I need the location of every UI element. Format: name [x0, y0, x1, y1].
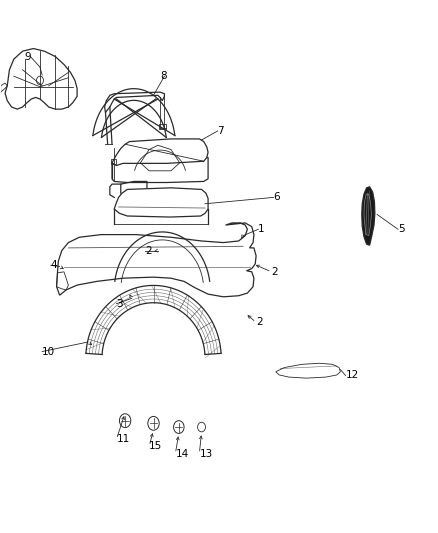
Text: 14: 14	[175, 449, 189, 458]
Text: 2: 2	[145, 246, 152, 255]
Text: 5: 5	[398, 224, 405, 235]
Polygon shape	[362, 187, 375, 245]
Text: 9: 9	[25, 52, 32, 61]
Text: 13: 13	[199, 449, 212, 458]
Text: 11: 11	[117, 434, 130, 445]
Text: 15: 15	[149, 441, 162, 451]
Text: 2: 2	[272, 267, 278, 277]
Text: 6: 6	[274, 192, 280, 203]
Text: 3: 3	[117, 298, 123, 309]
Text: 1: 1	[258, 224, 265, 235]
Text: 12: 12	[346, 370, 359, 381]
Text: 4: 4	[51, 261, 57, 270]
Text: 10: 10	[42, 346, 55, 357]
Bar	[159, 124, 166, 130]
Bar	[111, 159, 116, 165]
Text: 8: 8	[160, 71, 167, 81]
Text: 7: 7	[217, 126, 223, 136]
Text: 2: 2	[256, 317, 263, 327]
